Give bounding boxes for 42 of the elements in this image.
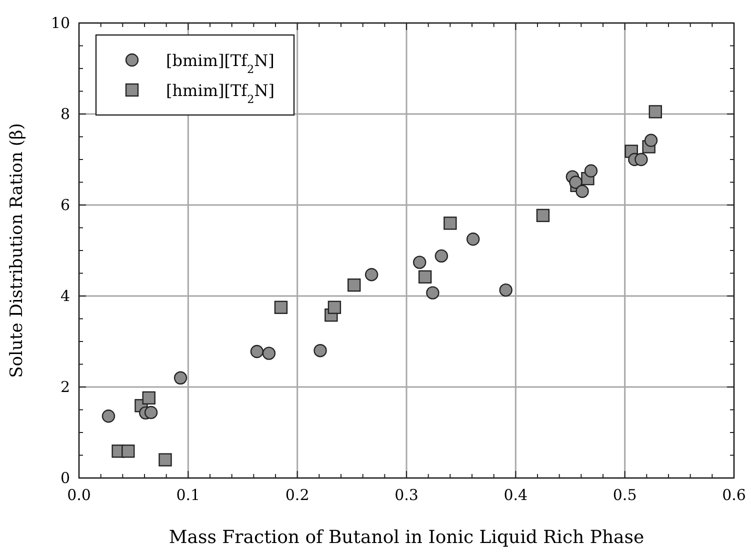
point [262, 346, 276, 360]
point [274, 300, 288, 314]
y-tick-label: 8 [60, 105, 70, 123]
y-tick-label: 10 [50, 14, 70, 32]
point [142, 391, 156, 405]
x-tick-label: 0.5 [612, 486, 637, 504]
point [314, 344, 327, 358]
point [418, 270, 432, 284]
point [413, 256, 426, 269]
point [174, 371, 188, 384]
point [644, 134, 658, 147]
point [426, 286, 440, 300]
point [122, 444, 135, 458]
y-axis-title: Solute Distribution Ration (β) [7, 123, 27, 378]
x-tick-label: 0.2 [285, 486, 310, 504]
point [536, 208, 550, 222]
x-axis-title: Mass Fraction of Butanol in Ionic Liquid Rich Phase [168, 527, 644, 548]
y-tick-label: 2 [60, 378, 70, 396]
point [466, 232, 480, 246]
point [364, 268, 378, 282]
point [328, 300, 342, 314]
point [102, 410, 116, 423]
y-tick-label: 6 [60, 196, 70, 214]
x-tick-label: 0.4 [504, 486, 528, 504]
x-tick-label: 0.3 [394, 486, 418, 504]
legend-label: [bmim][Tf$_{2}$N] [166, 51, 274, 76]
point [444, 216, 457, 230]
point [144, 406, 158, 420]
point [584, 164, 598, 178]
point [434, 249, 448, 263]
point [250, 344, 264, 358]
point [634, 152, 648, 166]
x-tick-label: 0.6 [722, 486, 746, 504]
legend-label: [hmim][Tf$_{2}$N] [166, 81, 274, 106]
point [499, 283, 512, 297]
y-tick-label: 0 [60, 469, 70, 487]
point [648, 105, 662, 118]
y-tick-label: 4 [60, 287, 70, 305]
point [158, 453, 172, 466]
x-tick-label: 0.1 [176, 486, 200, 504]
x-tick-label: 0.0 [67, 486, 91, 504]
point [348, 278, 361, 292]
